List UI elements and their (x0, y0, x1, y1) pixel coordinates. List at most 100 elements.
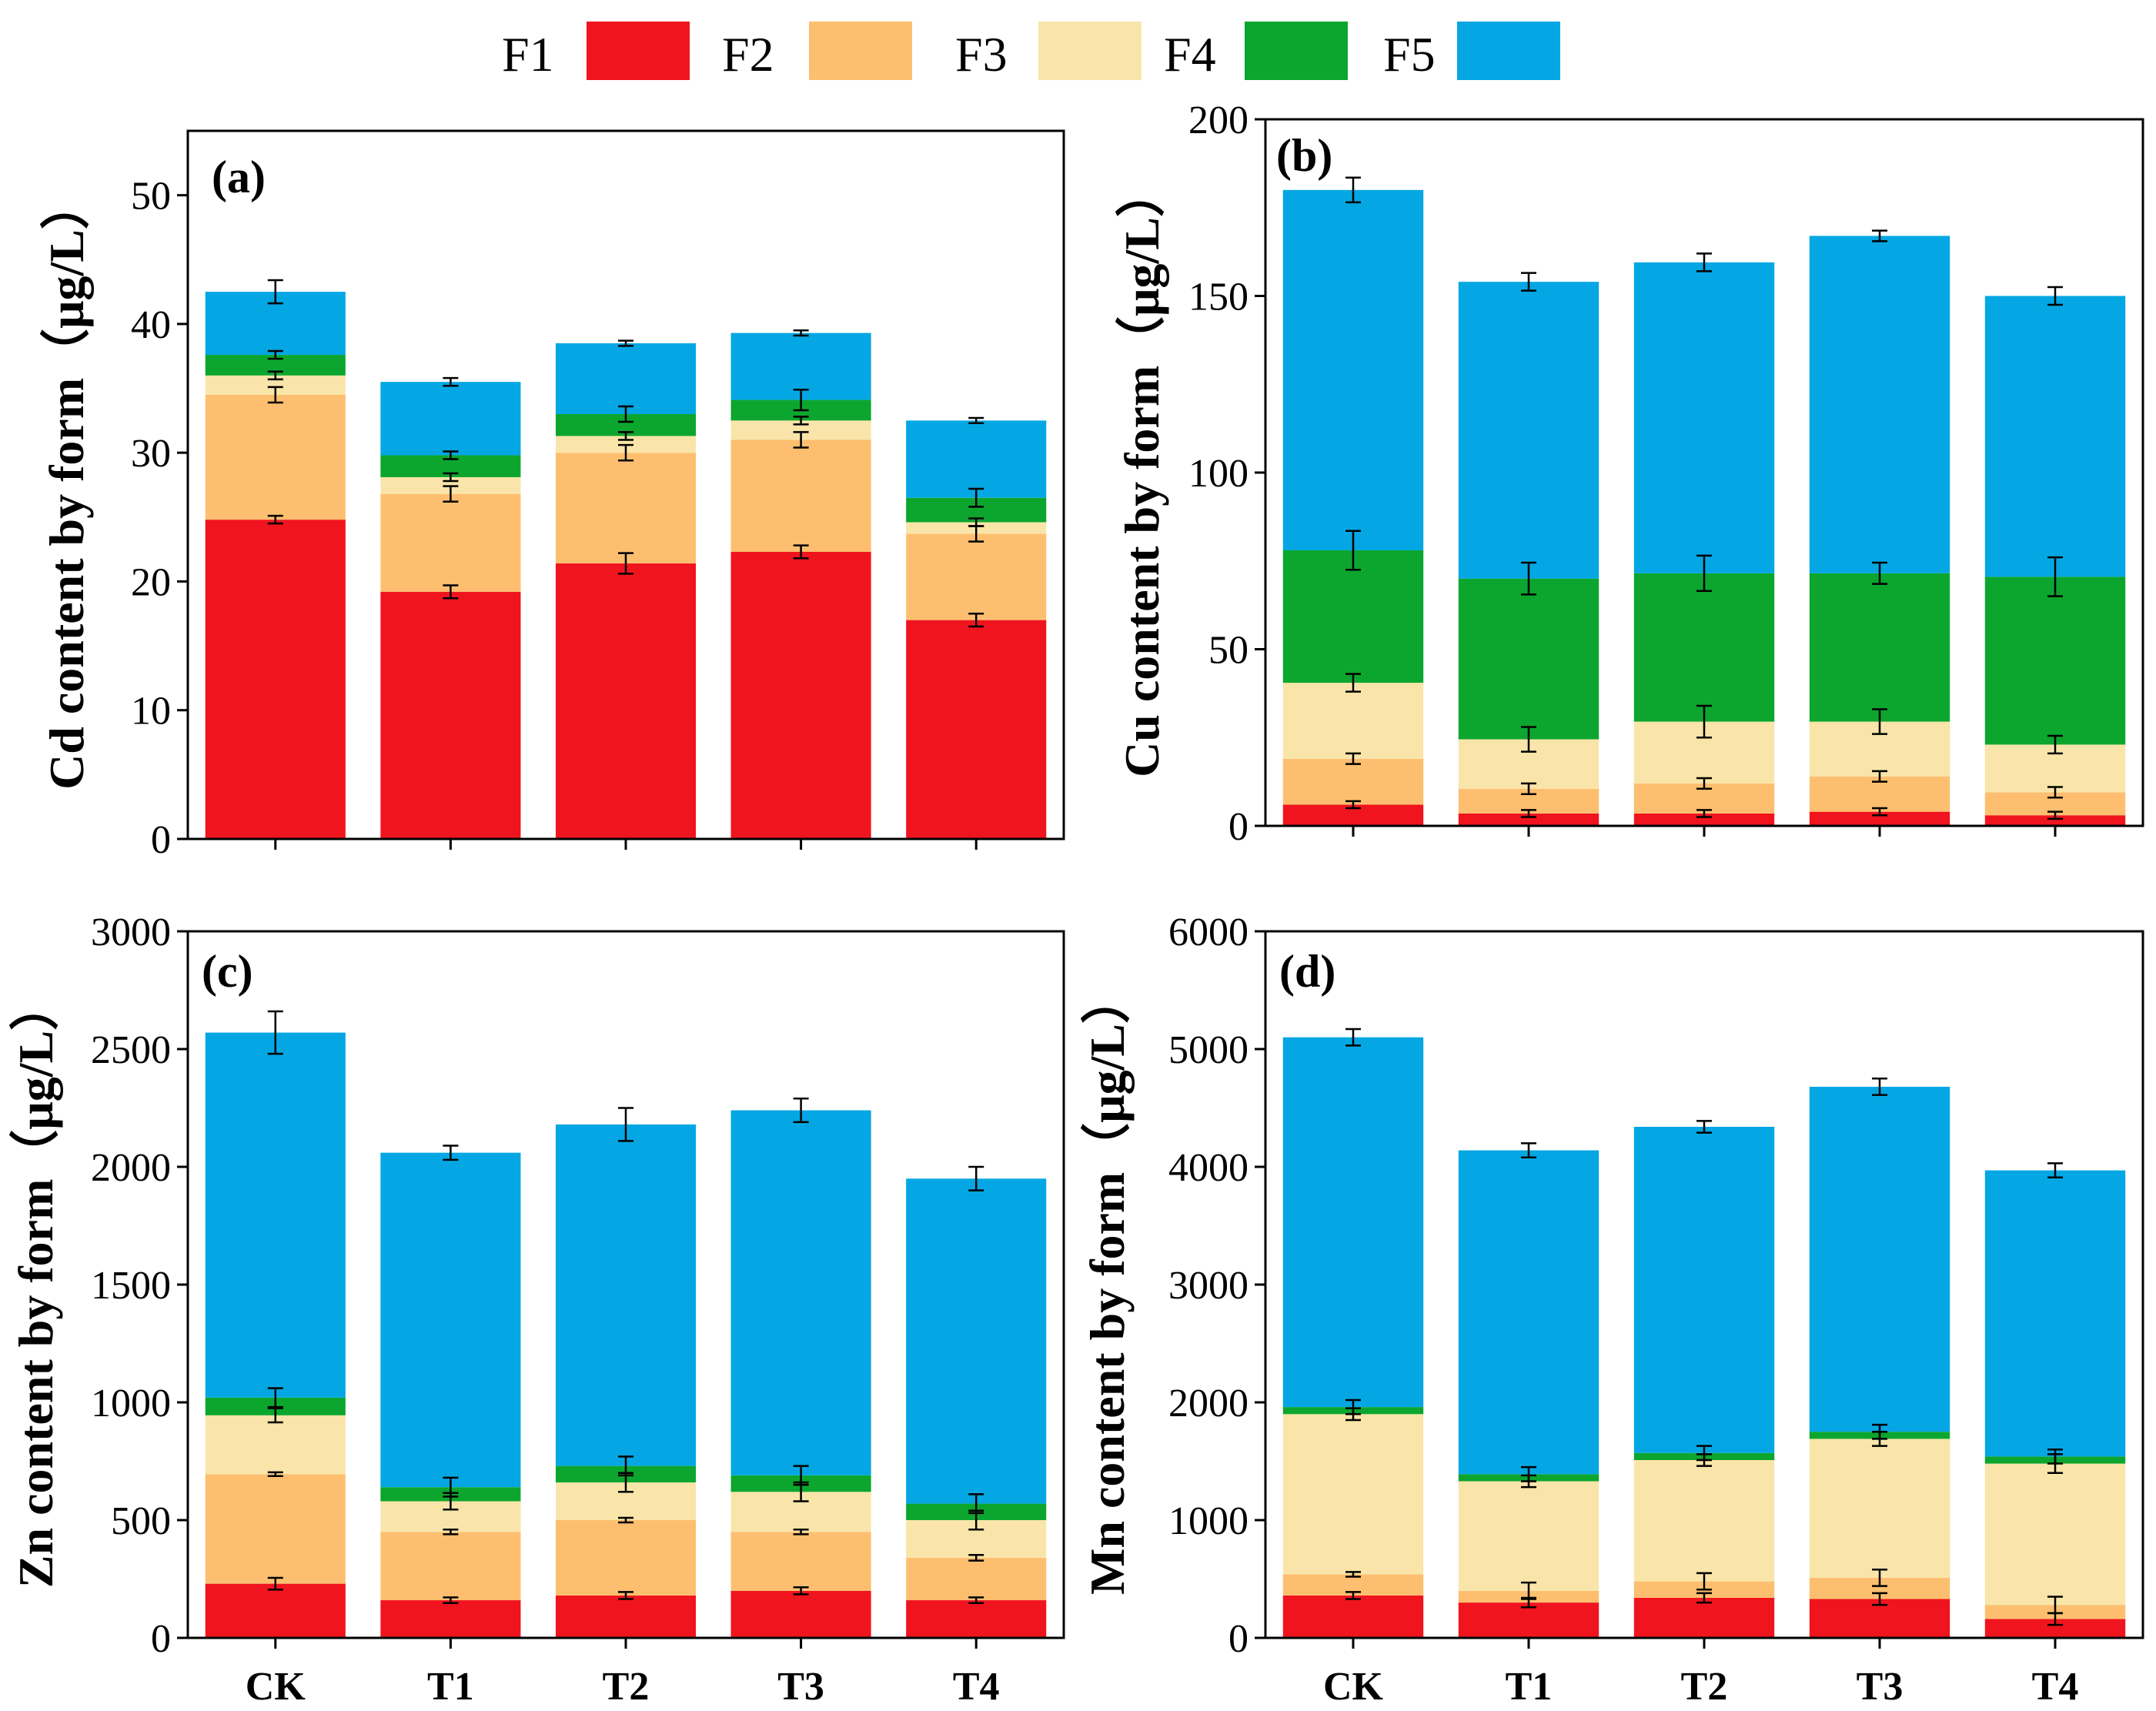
bar-f2-t4 (906, 1557, 1047, 1601)
y-tick-label: 50 (1208, 629, 1248, 673)
y-tick-label: 30 (131, 432, 171, 476)
error-bar-f4-t2 (1696, 554, 1712, 593)
error-bar-f5-t1 (1521, 1142, 1536, 1159)
error-bar-f4-t3 (793, 388, 809, 412)
bar-f3-t3 (1809, 1439, 1950, 1578)
error-bar-f2-t2 (618, 443, 633, 462)
x-tick-label-t1: T1 (1506, 1665, 1553, 1709)
error-bar-f4-t1 (1521, 561, 1536, 596)
error-bar-f2-t2 (618, 1516, 633, 1524)
y-tick-label: 500 (111, 1499, 171, 1543)
error-bar-f3-t4 (968, 517, 984, 527)
y-tick-label: 10 (131, 690, 171, 734)
error-bar-f1-t1 (1521, 809, 1536, 818)
error-bar-f3-t1 (443, 472, 459, 483)
error-bar-f4-t1 (443, 450, 459, 460)
bar-f1-t2 (555, 563, 697, 839)
bar-f5-ck (1282, 189, 1424, 550)
bar-f4-t4 (1984, 576, 2126, 745)
bar-f5-t1 (1458, 1150, 1599, 1475)
y-tick-label: 1000 (1168, 1499, 1248, 1543)
error-bar-f3-t2 (618, 431, 633, 441)
bar-f1-t3 (730, 551, 871, 839)
bar-f5-t2 (1633, 262, 1775, 573)
y-tick-label: 150 (1188, 276, 1248, 319)
panel-tag: (b) (1276, 130, 1332, 181)
bar-f5-t1 (380, 1152, 521, 1488)
bar-f2-t4 (906, 533, 1047, 620)
error-bar-f2-t1 (1521, 782, 1536, 795)
y-tick-label: 20 (131, 560, 171, 604)
bar-f1-ck (205, 520, 346, 839)
bar-f1-t2 (555, 1595, 697, 1638)
bar-f1-t1 (1458, 1602, 1599, 1638)
x-tick-label-t3: T3 (777, 1665, 824, 1709)
error-bar-f1-ck (267, 514, 283, 525)
error-bar-f1-t3 (1872, 807, 1887, 817)
y-tick-label: 2000 (91, 1146, 171, 1190)
error-bar-f4-t2 (1696, 1445, 1712, 1462)
error-bar-f1-ck (267, 1576, 283, 1591)
error-bar-f3-ck (1345, 673, 1361, 693)
x-tick-label-t4: T4 (2032, 1665, 2079, 1709)
error-bar-f3-ck (267, 1407, 283, 1424)
y-tick-label: 6000 (1168, 911, 1248, 954)
y-axis-label: Zn content by form（μg/L） (8, 981, 63, 1588)
error-bar-f1-t2 (1696, 809, 1712, 818)
bar-f1-t1 (380, 1600, 521, 1638)
bar-f5-t1 (1458, 282, 1599, 579)
bar-f2-ck (1282, 758, 1424, 805)
error-bar-f1-t3 (793, 1586, 809, 1596)
bar-f1-t4 (906, 620, 1047, 839)
error-bar-f2-ck (267, 386, 283, 404)
error-bar-f2-t3 (1872, 770, 1887, 783)
y-tick-label: 3000 (1168, 1264, 1248, 1308)
y-tick-label: 0 (1228, 1617, 1248, 1661)
error-bar-f1-t2 (618, 1591, 633, 1600)
bar-f5-t4 (1984, 1170, 2126, 1457)
panel-tag: (a) (212, 152, 266, 202)
bar-f2-t2 (555, 453, 697, 564)
panels: 0 10 20 30 40 50 Cd content by form（μg/L） (a) 0 5… (8, 99, 2144, 1709)
error-bar-f4-t4 (2047, 1448, 2063, 1465)
error-bar-f5-t2 (1696, 252, 1712, 272)
bar-f1-t3 (1809, 811, 1950, 826)
error-bar-f5-t3 (1872, 1078, 1887, 1096)
chart-panel-a: 0 10 20 30 40 50 Cd content by form（μg/L） (a) (39, 129, 1065, 862)
error-bar-f1-t1 (443, 1596, 459, 1604)
y-tick-label: 2500 (91, 1028, 171, 1072)
bar-f1-t1 (1458, 813, 1599, 826)
bar-f4-t2 (1633, 573, 1775, 722)
bar-f2-t3 (730, 1532, 871, 1591)
error-bar-f5-t3 (793, 1098, 809, 1124)
error-bar-f4-t3 (793, 1465, 809, 1486)
error-bar-f2-t2 (1696, 777, 1712, 790)
error-bar-f3-t3 (793, 416, 809, 426)
error-bar-f3-t3 (1872, 708, 1887, 735)
legend-swatch-f3 (1038, 22, 1142, 80)
error-bar-f2-t1 (1521, 1581, 1536, 1600)
error-bar-f2-t1 (443, 1528, 459, 1536)
y-tick-label: 1500 (91, 1264, 171, 1308)
bar-f1-t4 (906, 1600, 1047, 1638)
bar-f5-t1 (380, 382, 521, 456)
bar-f1-t3 (730, 1590, 871, 1638)
error-bar-f5-t1 (1521, 272, 1536, 292)
error-bar-f5-t1 (443, 1145, 459, 1161)
y-tick-label: 2000 (1168, 1382, 1248, 1425)
error-bar-f3-t1 (1521, 726, 1536, 753)
error-bar-f1-t2 (1696, 1592, 1712, 1604)
y-tick-label: 4000 (1168, 1146, 1248, 1190)
bar-f3-ck (1282, 1414, 1424, 1575)
x-tick-label-ck: CK (246, 1665, 306, 1709)
error-bar-f1-ck (1345, 1591, 1361, 1600)
error-bar-f1-t1 (443, 584, 459, 600)
error-bar-f5-t4 (2047, 286, 2063, 306)
chart-panel-d: 0 1000 2000 3000 4000 5000 6000 CK T1 T2 T3 T4 Mn co… (1080, 911, 2144, 1709)
bar-f2-t3 (730, 439, 871, 552)
error-bar-f2-ck (1345, 752, 1361, 765)
error-bar-f5-t3 (793, 329, 809, 337)
y-tick-label: 50 (131, 175, 171, 219)
bar-f1-t4 (1984, 815, 2126, 826)
